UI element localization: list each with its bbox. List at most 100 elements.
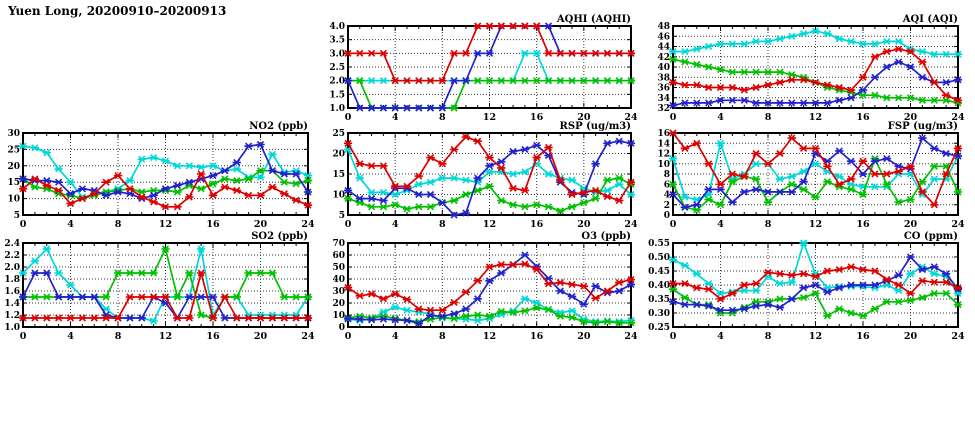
x-tick-labels: 0 4 8 12 16 20 24: [345, 331, 638, 342]
svg-text:25: 25: [7, 145, 20, 155]
svg-text:4: 4: [392, 219, 399, 230]
plot-frame: [22, 242, 309, 328]
chart-o3: 0 10 20 30 40 50 60 70 0 4 8 12 16 20 24 O3 (ppb): [316, 229, 639, 349]
svg-text:24: 24: [951, 112, 965, 123]
svg-text:25: 25: [332, 129, 345, 139]
svg-text:3.0: 3.0: [329, 49, 345, 59]
svg-text:0.35: 0.35: [648, 295, 670, 305]
series-markers-blue: [19, 140, 312, 203]
x-tick-labels: 0 4 8 12 16 20 24: [20, 331, 315, 342]
svg-text:2.4: 2.4: [4, 239, 20, 249]
chart-title-fsp: FSP (ug/m3): [888, 121, 958, 132]
svg-text:12: 12: [159, 219, 172, 230]
series-lines: [344, 22, 635, 112]
svg-text:4: 4: [664, 191, 670, 201]
svg-text:4: 4: [67, 331, 74, 342]
svg-text:4: 4: [717, 112, 724, 123]
svg-text:8: 8: [439, 331, 446, 342]
chart-co: 0.25 0.30 0.35 0.40 0.45 0.50 0.55 0 4 8 12 16 20 24 C…: [641, 229, 966, 349]
series-markers-red: [669, 263, 962, 303]
series-markers-cyan: [669, 27, 962, 58]
svg-text:16: 16: [530, 112, 544, 123]
svg-text:24: 24: [301, 331, 315, 342]
chart-title-aqhi: AQHI (AQHI): [556, 14, 631, 25]
svg-text:8: 8: [439, 219, 446, 230]
series-markers-red: [344, 22, 635, 85]
series-markers-blue: [669, 253, 962, 314]
svg-text:1.0: 1.0: [329, 104, 345, 114]
svg-text:12: 12: [809, 219, 822, 230]
svg-text:10: 10: [332, 191, 345, 201]
series-markers-cyan: [669, 139, 962, 204]
svg-text:16: 16: [530, 331, 544, 342]
plot-frame: [347, 132, 632, 216]
svg-text:70: 70: [332, 239, 345, 249]
svg-text:24: 24: [301, 219, 315, 230]
series-line-green: [23, 248, 308, 319]
svg-text:4: 4: [392, 112, 399, 123]
chart-title-co: CO (ppm): [904, 231, 958, 242]
svg-text:20: 20: [254, 331, 268, 342]
svg-text:20: 20: [904, 331, 918, 342]
svg-text:12: 12: [657, 150, 670, 160]
plot-frame: [672, 242, 959, 328]
svg-text:0: 0: [670, 219, 677, 230]
y-tick-labels: 5 10 15 20 25: [332, 129, 345, 221]
svg-text:16: 16: [657, 129, 670, 139]
svg-text:1.5: 1.5: [329, 90, 345, 100]
svg-text:46: 46: [657, 32, 670, 42]
svg-text:0.50: 0.50: [648, 253, 670, 263]
y-tick-labels: 0 10 20 30 40 50 60 70: [332, 239, 345, 333]
svg-text:20: 20: [577, 219, 591, 230]
series-markers-blue: [669, 58, 962, 109]
svg-text:0.40: 0.40: [648, 281, 670, 291]
svg-text:16: 16: [206, 219, 220, 230]
svg-text:12: 12: [809, 112, 822, 123]
series-lines: [669, 129, 962, 214]
aqhi-plot: 1.0 1.5 2.0 2.5 3.0 3.5 4.0 0 4 8 12 16 20 24 AQHI (AQ…: [329, 14, 638, 123]
series-markers-red: [344, 133, 635, 205]
co-plot: 0.25 0.30 0.35 0.40 0.45 0.50 0.55 0 4 8 12 16 20 24 C…: [648, 231, 965, 342]
svg-text:2: 2: [664, 201, 670, 211]
grid-lines: [673, 26, 958, 108]
plot-frame: [672, 132, 959, 216]
grid-lines: [348, 133, 631, 215]
series-markers-red: [19, 170, 312, 211]
series-lines: [669, 239, 962, 320]
page-title: Yuen Long, 20200910–20200913: [8, 4, 227, 18]
svg-text:40: 40: [332, 275, 345, 285]
svg-text:5: 5: [339, 211, 345, 221]
svg-text:50: 50: [332, 263, 345, 273]
series-lines: [19, 140, 312, 211]
chart-so2: 1.0 1.2 1.4 1.6 1.8 2.0 2.2 2.4 0 4 8 12 16 20 24 SO2 (…: [0, 229, 316, 349]
grid-lines: [348, 243, 631, 327]
svg-text:4: 4: [717, 331, 724, 342]
svg-text:24: 24: [951, 331, 965, 342]
series-line-red: [347, 136, 632, 202]
x-tick-labels: 0 4 8 12 16 20 24: [670, 219, 965, 230]
svg-text:8: 8: [115, 331, 122, 342]
chart-fsp: 0 2 4 6 8 10 12 14 16 0 4 8 12 16 20 24 FSP (ug/m3): [641, 119, 966, 237]
svg-text:0: 0: [670, 331, 677, 342]
svg-text:8: 8: [664, 170, 670, 180]
svg-text:0.45: 0.45: [648, 267, 670, 277]
svg-text:20: 20: [7, 162, 20, 172]
svg-text:2.2: 2.2: [4, 251, 20, 261]
svg-text:0.55: 0.55: [648, 239, 670, 249]
svg-text:38: 38: [657, 73, 670, 83]
svg-text:24: 24: [624, 219, 638, 230]
chart-title-aqi: AQI (AQI): [902, 14, 958, 25]
series-line-blue: [347, 254, 632, 325]
y-tick-labels: 0.25 0.30 0.35 0.40 0.45 0.50 0.55: [648, 239, 670, 333]
svg-text:12: 12: [483, 331, 496, 342]
grid-lines: [348, 26, 631, 108]
svg-text:2.0: 2.0: [329, 77, 345, 87]
svg-text:14: 14: [657, 139, 670, 149]
grid-lines: [23, 133, 308, 215]
chart-title-so2: SO2 (ppb): [251, 231, 308, 242]
chart-rsp: 5 10 15 20 25 0 4 8 12 16 20 24 RSP (ug/m3): [316, 119, 639, 237]
svg-text:4.0: 4.0: [329, 22, 345, 32]
